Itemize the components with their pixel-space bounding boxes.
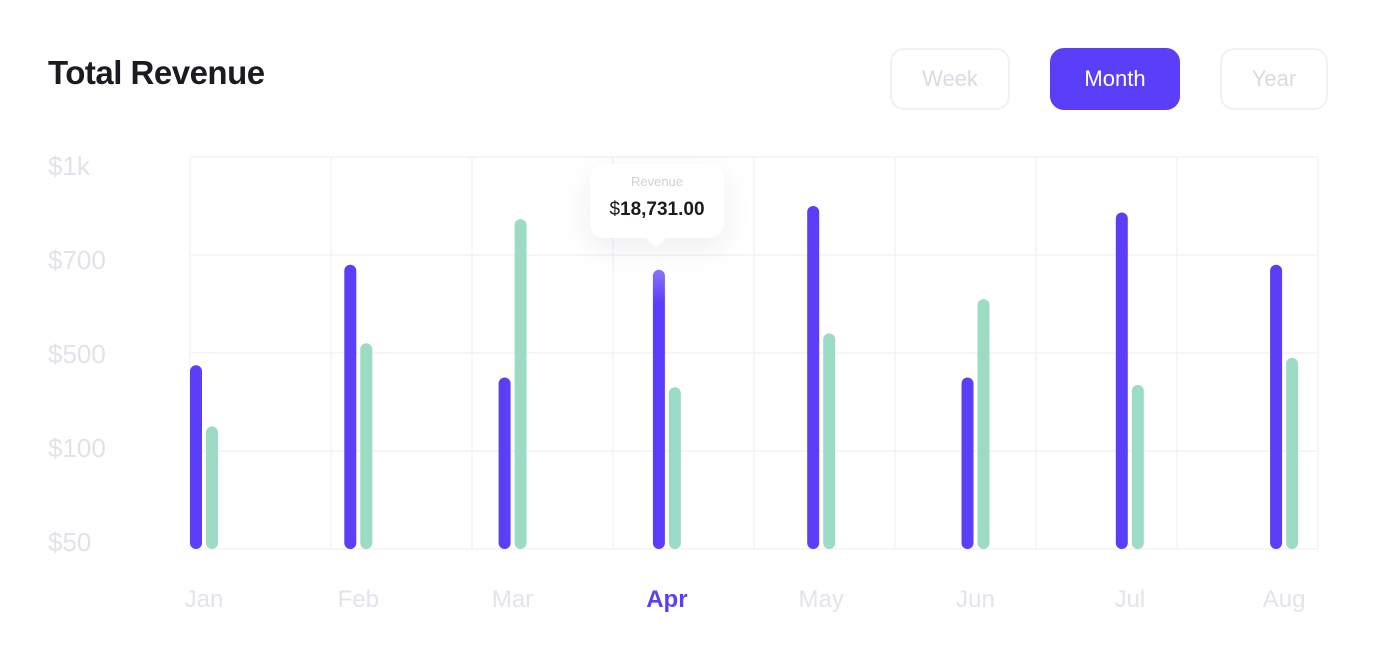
page-title: Total Revenue — [48, 54, 265, 91]
y-tick-label: $1k — [48, 151, 90, 181]
bar-mar-series2[interactable] — [514, 219, 527, 550]
y-tick-label: $50 — [48, 527, 92, 557]
revenue-tooltip: Revenue $18,731.00 — [590, 164, 724, 238]
y-tick-label: $700 — [48, 245, 106, 275]
bar-aug-series2[interactable] — [1286, 357, 1299, 549]
x-tick-label-apr[interactable]: Apr — [646, 586, 688, 613]
month-toggle-button[interactable]: Month — [1050, 48, 1180, 110]
bar-may-series2[interactable] — [823, 333, 836, 549]
x-tick-label-jun[interactable]: Jun — [956, 586, 995, 613]
bar-aug-series1[interactable] — [1270, 264, 1283, 549]
week-toggle-button[interactable]: Week — [890, 48, 1010, 110]
bar-may-series1[interactable] — [807, 206, 820, 549]
x-tick-label-feb[interactable]: Feb — [337, 586, 379, 613]
bar-jun-series1[interactable] — [961, 377, 974, 550]
x-tick-label-jan[interactable]: Jan — [184, 586, 224, 613]
tooltip-label: Revenue — [630, 174, 684, 189]
bar-feb-series2[interactable] — [360, 343, 373, 549]
bar-apr-series2[interactable] — [668, 387, 681, 549]
y-tick-label: $500 — [48, 339, 106, 369]
x-tick-label-mar[interactable]: Mar — [491, 586, 534, 613]
bar-feb-series1[interactable] — [344, 264, 357, 549]
bar-apr-series1[interactable] — [652, 269, 665, 549]
year-toggle-button[interactable]: Year — [1220, 48, 1328, 110]
tooltip-value: $18,731.00 — [609, 199, 705, 220]
x-tick-label-aug[interactable]: Aug — [1262, 586, 1306, 613]
bar-jan-series2[interactable] — [206, 426, 218, 550]
y-tick-label: $100 — [48, 433, 106, 463]
bar-jan-series1[interactable] — [190, 365, 202, 549]
bar-mar-series1[interactable] — [498, 377, 511, 550]
bar-jul-series1[interactable] — [1115, 212, 1128, 550]
x-tick-label-jul[interactable]: Jul — [1114, 586, 1146, 613]
bar-jun-series2[interactable] — [977, 299, 990, 549]
x-tick-label-may[interactable]: May — [798, 586, 844, 613]
bar-jul-series2[interactable] — [1131, 384, 1144, 549]
